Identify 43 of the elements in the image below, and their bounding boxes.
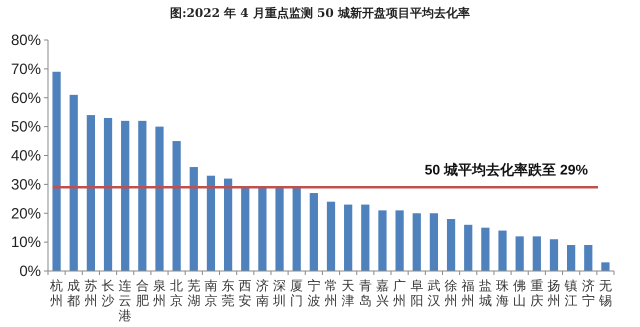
- xtick: 盐城: [478, 279, 492, 309]
- xtick: 西安: [238, 279, 252, 309]
- xtick: 芜湖: [187, 279, 200, 309]
- ytick: 60%: [10, 90, 41, 107]
- ytick: 0%: [19, 263, 41, 280]
- ytick: 50%: [10, 118, 41, 136]
- xtick: 青岛: [358, 279, 372, 309]
- xtick: 济宁: [582, 279, 595, 309]
- ytick: 40%: [10, 148, 41, 164]
- xtick: 东莞: [222, 279, 235, 309]
- xtick: 福州: [462, 279, 475, 309]
- xtick: 无锡: [598, 279, 612, 309]
- title: 图:2022 年 4 月重点监测 50 城新开盘项目平均去化率: [170, 6, 470, 20]
- xtick: 苏州: [84, 279, 98, 309]
- xtick: 合肥: [136, 279, 149, 309]
- ytick: 20%: [10, 205, 41, 222]
- xtick: 泉州: [152, 279, 166, 309]
- xtick: 北京: [170, 279, 184, 309]
- xtick: 长沙: [102, 279, 115, 309]
- xtick: 天津: [342, 279, 355, 309]
- xtick: 重庆: [530, 279, 544, 309]
- xtick: 佛山: [513, 279, 526, 309]
- xtick: 武汉: [427, 279, 440, 309]
- xtick: 镇江: [564, 279, 578, 309]
- xtick: 南京: [204, 279, 218, 309]
- xtick: 常州: [324, 279, 338, 309]
- xtick: 成都: [67, 279, 80, 309]
- xtick: 厦门: [290, 279, 304, 309]
- xtick: 广州: [393, 279, 406, 309]
- ytick: 80%: [10, 32, 41, 49]
- ytick: 70%: [10, 60, 41, 78]
- xtick: 徐州: [444, 279, 458, 309]
- xtick: 阜阳: [410, 279, 424, 309]
- xtick: 深圳: [273, 279, 286, 309]
- xtick: 连云港: [118, 279, 132, 324]
- xtick: 济南: [256, 279, 269, 309]
- xtick: 嘉兴: [376, 279, 389, 309]
- ytick: 30%: [10, 176, 41, 194]
- xtick: 宁波: [307, 279, 320, 309]
- ytick: 10%: [10, 234, 41, 252]
- xtick: 珠海: [496, 279, 510, 309]
- xtick: 扬州: [547, 279, 560, 309]
- xtick: 杭州: [50, 279, 64, 309]
